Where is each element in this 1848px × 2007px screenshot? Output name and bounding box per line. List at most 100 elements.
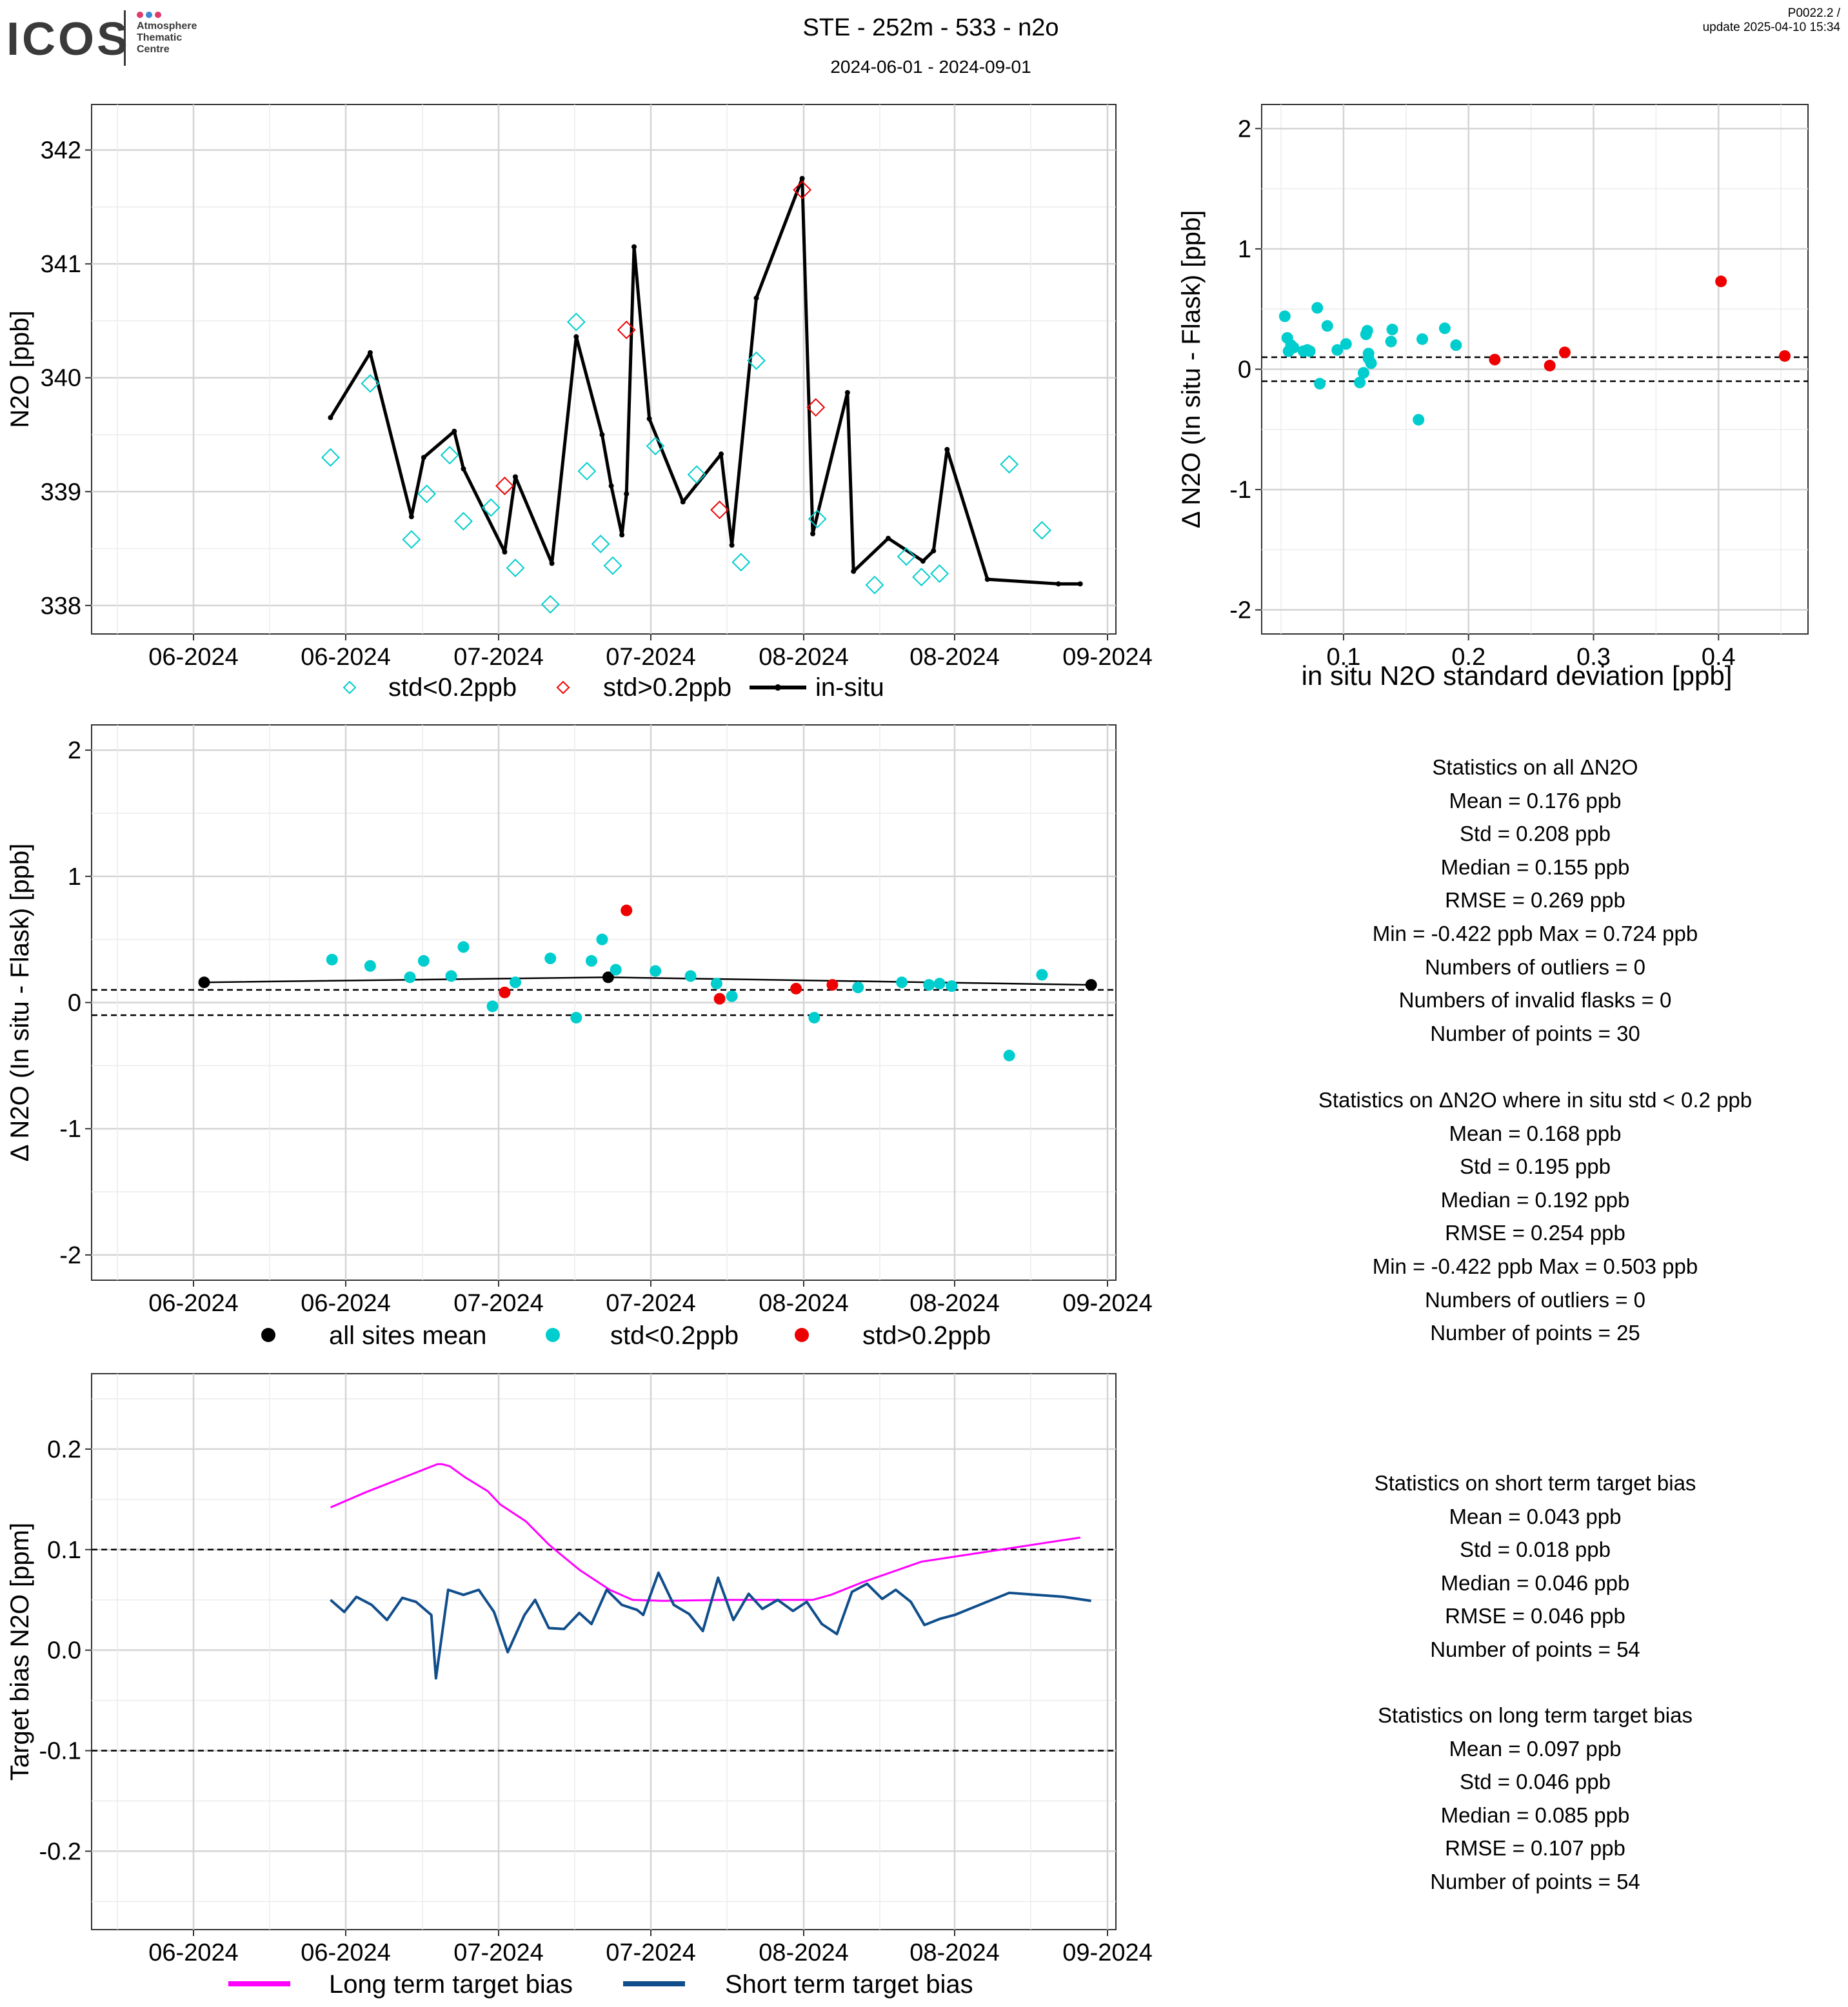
- insitu-plot-area: [91, 104, 1117, 635]
- x-tick-label: 07-2024: [453, 1939, 543, 1966]
- stats-invalid: Numbers of invalid flasks = 0: [1398, 988, 1672, 1013]
- stats-outliers: Numbers of outliers = 0: [1424, 1287, 1646, 1312]
- logo-dot-icon: [155, 12, 161, 18]
- legend-dot-red: [795, 1328, 809, 1342]
- stats-title: Statistics on long term target bias: [1378, 1703, 1693, 1727]
- delta-point-low-std: [570, 1011, 582, 1023]
- x-tick-label: 06-2024: [301, 1290, 390, 1317]
- y-tick-label: 1: [1238, 236, 1251, 263]
- delta-point-low-std: [710, 978, 722, 990]
- stats-minmax: Min = -0.422 ppb Max = 0.503 ppb: [1372, 1254, 1698, 1278]
- insitu-point: [599, 432, 605, 438]
- insitu-point: [549, 560, 555, 566]
- x-tick-label: 0.1: [1327, 644, 1361, 671]
- insitu-point: [461, 466, 466, 471]
- y-tick-label: 338: [41, 593, 81, 620]
- x-tick-label: 0.4: [1702, 644, 1736, 671]
- legend-label: in-situ: [815, 673, 884, 702]
- delta-point-low-std: [946, 980, 958, 993]
- delta-point-low-std: [509, 976, 521, 989]
- insitu-point: [619, 532, 625, 538]
- insitu-point: [408, 514, 414, 520]
- delta-point-low-std: [650, 965, 662, 977]
- x-tick-label: 08-2024: [909, 644, 999, 671]
- stats-title: Statistics on short term target bias: [1374, 1471, 1696, 1495]
- legend-diamond-cyan: [343, 680, 357, 695]
- x-tick-label: 08-2024: [759, 1939, 848, 1966]
- delta-point-low-std: [1413, 413, 1425, 426]
- flask-diamond-low-std: [897, 547, 916, 566]
- delta-point-low-std: [1385, 335, 1397, 348]
- x-tick-label: 08-2024: [909, 1290, 999, 1317]
- stats-std: Std = 0.208 ppb: [1460, 822, 1611, 846]
- insitu-point: [1055, 581, 1061, 587]
- delta-point-low-std: [417, 954, 430, 967]
- flask-diamond-low-std: [1033, 520, 1051, 540]
- x-tick-label: 07-2024: [606, 1939, 695, 1966]
- delta-point-low-std: [1036, 969, 1048, 981]
- delta-point-high-std: [1558, 346, 1571, 359]
- flask-diamond-high-std: [806, 398, 826, 417]
- y-tick-label: -1: [59, 1116, 81, 1143]
- x-tick-label: 07-2024: [453, 1290, 543, 1317]
- delta-point-low-std: [923, 979, 935, 991]
- flask-diamond-low-std: [865, 575, 884, 595]
- legend-dot-black: [261, 1328, 275, 1342]
- target-bias-plot-area: [91, 1373, 1117, 1930]
- delta-point-low-std: [486, 1000, 499, 1013]
- logo-sub-line: Thematic: [137, 32, 183, 43]
- delta-point-low-std: [1278, 310, 1291, 322]
- flask-diamond-low-std: [646, 437, 665, 456]
- flask-diamond-low-std: [591, 535, 610, 553]
- insitu-point: [680, 499, 686, 505]
- delta-point-high-std: [499, 986, 511, 998]
- delta-point-low-std: [1340, 338, 1352, 350]
- stats-minmax: Min = -0.422 ppb Max = 0.724 ppb: [1372, 921, 1698, 945]
- flask-diamond-low-std: [731, 553, 751, 572]
- y-tick-label: -0.2: [39, 1838, 81, 1865]
- y-tick-label: 0.1: [47, 1537, 81, 1564]
- stats-std: Std = 0.018 ppb: [1460, 1537, 1611, 1562]
- flask-diamond-high-std: [710, 500, 730, 519]
- insitu-point: [421, 455, 426, 460]
- x-tick-label: 08-2024: [759, 1290, 848, 1317]
- x-tick-label: 08-2024: [909, 1939, 999, 1966]
- delta-point-low-std: [1438, 322, 1451, 335]
- x-tick-label: 06-2024: [148, 1939, 238, 1966]
- y-tick-label: 0: [68, 990, 81, 1017]
- delta-point-low-std: [808, 1011, 820, 1023]
- delta-point-high-std: [1489, 353, 1501, 366]
- version-line: P0022.2 /: [1787, 6, 1840, 20]
- insitu-point: [631, 244, 637, 250]
- delta-point-low-std: [445, 970, 457, 982]
- flask-diamond-low-std: [541, 595, 560, 614]
- y-tick-label: 2: [68, 737, 81, 764]
- x-tick-label: 09-2024: [1062, 1939, 1152, 1966]
- x-tick-label: 08-2024: [759, 644, 848, 671]
- insitu-point: [799, 175, 805, 181]
- flask-diamond-low-std: [321, 448, 340, 467]
- y-axis-label: Δ N2O (In situ - Flask) [ppb]: [1177, 210, 1206, 529]
- y-tick-label: 342: [41, 137, 81, 164]
- delta-point-low-std: [1416, 333, 1429, 345]
- flask-diamond-low-std: [440, 446, 459, 465]
- y-axis-label: Target bias N2O [ppm]: [6, 1523, 34, 1781]
- x-tick-label: 06-2024: [148, 644, 238, 671]
- stats-std: Std = 0.195 ppb: [1460, 1154, 1611, 1179]
- short-term-bias-line: [330, 1571, 1091, 1680]
- update-line: update 2025-04-10 15:34: [1702, 21, 1840, 34]
- stats-std: Std = 0.046 ppb: [1460, 1770, 1611, 1794]
- legend-label: Short term target bias: [725, 1970, 973, 1999]
- delta-point-low-std: [610, 964, 622, 976]
- mean-point: [198, 976, 210, 989]
- x-tick-label: 07-2024: [606, 1290, 695, 1317]
- delta-point-low-std: [852, 982, 864, 994]
- flask-diamond-low-std: [747, 351, 766, 370]
- delta-point-high-std: [826, 979, 839, 991]
- y-tick-label: 0: [1238, 357, 1251, 384]
- x-tick-label: 06-2024: [148, 1290, 238, 1317]
- insitu-point: [502, 549, 508, 555]
- x-tick-label: 0.2: [1451, 644, 1485, 671]
